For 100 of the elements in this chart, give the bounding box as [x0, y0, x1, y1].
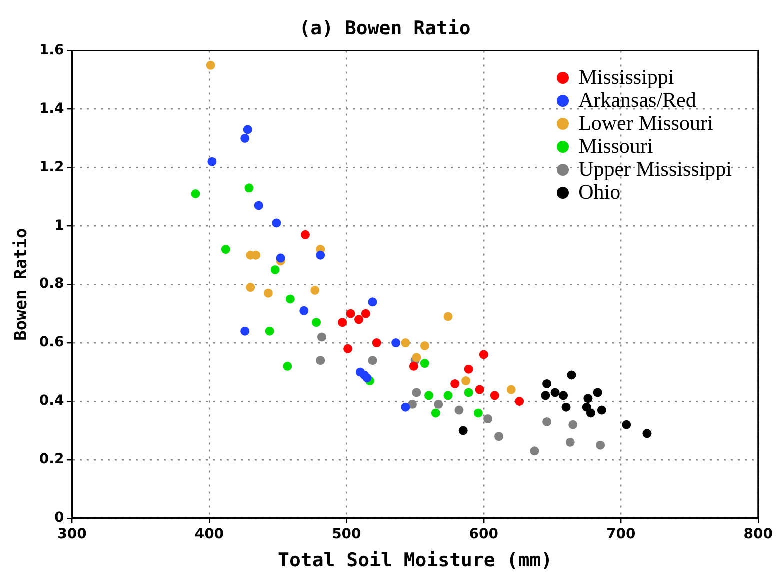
point — [272, 218, 282, 228]
point — [642, 429, 652, 438]
point — [444, 391, 453, 400]
point — [450, 379, 460, 388]
point — [316, 250, 326, 260]
point — [584, 394, 593, 404]
point — [344, 344, 353, 354]
point — [464, 388, 474, 398]
point — [409, 362, 418, 371]
point — [474, 408, 483, 418]
point — [221, 245, 230, 254]
point — [401, 338, 410, 348]
point — [368, 298, 378, 307]
point — [254, 201, 264, 210]
point — [240, 134, 250, 143]
point — [276, 254, 286, 263]
point — [424, 391, 434, 400]
point — [568, 420, 578, 430]
point — [586, 408, 596, 418]
x-tick-label: 300 — [58, 526, 88, 542]
y-tick-label: 1.4 — [39, 100, 64, 117]
point — [434, 400, 444, 409]
point — [420, 359, 430, 368]
y-tick-label: 0.6 — [39, 334, 64, 351]
y-tick-label: 0.8 — [39, 276, 64, 292]
point — [490, 391, 500, 400]
point — [270, 265, 280, 274]
x-tick-label: 700 — [606, 526, 636, 542]
point — [597, 406, 606, 415]
legend-label: Lower Missouri — [578, 111, 714, 135]
point — [542, 379, 552, 388]
point — [464, 364, 474, 374]
point — [265, 326, 274, 336]
point — [567, 370, 576, 380]
point — [286, 294, 295, 304]
point — [484, 414, 493, 424]
point — [368, 356, 378, 366]
x-tick-label: 400 — [194, 526, 224, 542]
point — [562, 402, 571, 412]
point — [596, 440, 606, 450]
point — [264, 288, 273, 298]
legend-label: Arkansas/Red — [578, 88, 696, 112]
y-tick-label: 0.2 — [39, 452, 64, 468]
point — [310, 286, 320, 295]
point — [542, 417, 552, 426]
point — [454, 406, 464, 415]
point — [506, 385, 516, 394]
point — [208, 157, 217, 166]
point — [362, 374, 372, 383]
point — [392, 338, 401, 348]
point — [462, 376, 471, 386]
point — [412, 388, 422, 398]
legend-label: Ohio — [578, 180, 621, 204]
point — [191, 190, 200, 199]
point — [479, 350, 488, 360]
chart-title: (a) Bowen Ratio — [299, 17, 471, 40]
point — [361, 309, 370, 318]
y-tick-label: 1 — [54, 218, 64, 234]
point — [593, 388, 602, 398]
point — [420, 341, 430, 350]
point — [206, 60, 216, 70]
point — [622, 420, 632, 430]
x-axis-title: Total Soil Moisture (mm) — [278, 550, 553, 572]
point — [300, 306, 309, 316]
point — [338, 318, 348, 328]
y-tick-label: 1.2 — [39, 159, 64, 176]
legend-label: Mississippi — [578, 65, 674, 89]
point — [530, 446, 540, 456]
point — [458, 426, 468, 436]
point — [566, 438, 575, 447]
point — [301, 230, 310, 240]
y-axis-title: Bowen Ratio — [12, 228, 32, 341]
point — [244, 184, 254, 193]
point — [412, 353, 422, 362]
point — [356, 368, 365, 377]
point — [401, 402, 410, 412]
y-tick-label: 0.4 — [39, 393, 64, 410]
point — [431, 408, 440, 418]
y-tick-label: 0 — [54, 510, 64, 526]
x-tick-label: 600 — [469, 526, 499, 542]
x-tick-label: 500 — [332, 526, 362, 542]
point — [408, 400, 418, 409]
point — [283, 362, 292, 371]
point — [240, 326, 250, 336]
point — [550, 388, 560, 398]
point — [515, 397, 524, 406]
point — [559, 391, 568, 400]
point — [372, 338, 382, 348]
point — [346, 309, 356, 318]
legend-label: Upper Mississippi — [578, 157, 732, 181]
point — [312, 318, 321, 328]
point — [494, 432, 504, 442]
x-tick-label: 800 — [744, 526, 774, 542]
legend-label: Missouri — [578, 134, 654, 158]
y-tick-label: 1.6 — [39, 42, 64, 58]
point — [354, 315, 364, 324]
point — [317, 332, 326, 342]
point — [316, 356, 326, 366]
point — [475, 385, 484, 394]
point — [541, 391, 550, 400]
